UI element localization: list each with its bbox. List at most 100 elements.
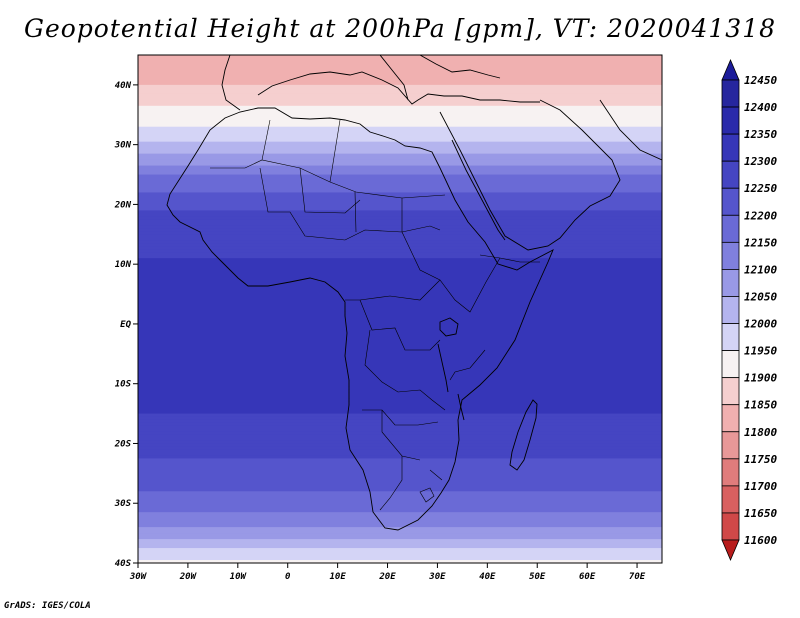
height-band xyxy=(138,264,662,268)
lesotho xyxy=(419,487,435,503)
height-band xyxy=(138,416,662,421)
height-band xyxy=(138,449,662,454)
height-band xyxy=(138,231,662,235)
height-band xyxy=(138,291,662,295)
height-band xyxy=(138,162,662,167)
height-band xyxy=(138,488,662,492)
colorbar-cap-top xyxy=(721,58,740,81)
height-band xyxy=(138,323,662,328)
height-band xyxy=(138,335,662,340)
x-axis: 30W 20W 10W 0 10E 20E 30E 40E 50E 60E 70E xyxy=(129,563,646,582)
colorbar-label: 12150 xyxy=(744,236,777,249)
height-band xyxy=(138,410,662,415)
height-band xyxy=(138,72,662,77)
height-band xyxy=(138,55,662,59)
colorbar-box xyxy=(721,377,740,406)
height-band xyxy=(138,371,662,376)
height-band xyxy=(138,362,662,367)
height-band xyxy=(138,458,662,462)
height-band xyxy=(138,500,662,504)
height-band xyxy=(138,470,662,474)
height-band xyxy=(138,326,662,331)
colorbar-label: 12300 xyxy=(744,155,777,168)
height-band xyxy=(138,279,662,283)
height-band xyxy=(138,497,662,501)
height-band xyxy=(138,111,662,116)
x-tick-label: 10W xyxy=(230,572,248,582)
colorbar-label: 12250 xyxy=(744,182,777,195)
colorbar-box xyxy=(721,106,740,135)
height-band xyxy=(138,344,662,349)
height-band xyxy=(138,452,662,457)
height-band xyxy=(138,554,662,558)
lake-malawi xyxy=(457,393,465,421)
height-band xyxy=(138,311,662,316)
colorbar-label: 11600 xyxy=(744,534,777,547)
madagascar-coastline xyxy=(509,399,538,471)
height-band xyxy=(138,536,662,540)
height-band xyxy=(138,377,662,382)
height-band xyxy=(138,75,662,80)
height-band xyxy=(138,467,662,471)
map-title: Geopotential Height at 200hPa [gpm], VT:… xyxy=(23,14,777,43)
height-band xyxy=(138,285,662,289)
height-band xyxy=(138,539,662,543)
height-band xyxy=(138,395,662,400)
colorbar-box xyxy=(721,485,740,514)
height-band xyxy=(138,479,662,483)
colorbar-label: 11900 xyxy=(744,372,777,385)
height-band xyxy=(138,84,662,89)
height-band xyxy=(138,461,662,465)
height-band xyxy=(138,353,662,358)
height-band xyxy=(138,518,662,522)
colorbar-box xyxy=(721,512,740,541)
red-sea-coastline xyxy=(451,139,506,241)
height-band xyxy=(138,557,662,561)
colorbar-label: 12350 xyxy=(744,128,777,141)
height-band xyxy=(138,431,662,436)
height-band xyxy=(138,485,662,489)
height-band xyxy=(138,443,662,448)
colorbar-label: 12400 xyxy=(744,101,777,114)
height-band xyxy=(138,350,662,355)
height-band xyxy=(138,204,662,208)
colorbar-label: 12200 xyxy=(744,209,777,222)
x-tick-label: 30E xyxy=(428,572,446,582)
colorbar-box xyxy=(721,404,740,433)
height-band xyxy=(138,464,662,468)
y-tick-label: 40N xyxy=(115,81,132,91)
height-band xyxy=(138,422,662,427)
height-band xyxy=(138,159,662,164)
height-band xyxy=(138,237,662,241)
height-band xyxy=(138,332,662,337)
height-band xyxy=(138,288,662,292)
height-band xyxy=(138,63,662,68)
height-band xyxy=(138,90,662,95)
height-band xyxy=(138,392,662,397)
height-band xyxy=(138,551,662,555)
height-band xyxy=(138,368,662,373)
height-band xyxy=(138,228,662,232)
height-band xyxy=(138,282,662,286)
height-band xyxy=(138,509,662,513)
height-band xyxy=(138,207,662,211)
height-band xyxy=(138,225,662,229)
height-band xyxy=(138,437,662,442)
height-band xyxy=(138,341,662,346)
height-band xyxy=(138,213,662,217)
height-band xyxy=(138,434,662,439)
height-band xyxy=(138,560,662,563)
height-band xyxy=(138,515,662,519)
height-band xyxy=(138,114,662,119)
height-band xyxy=(138,446,662,451)
height-band xyxy=(138,300,662,304)
height-band xyxy=(138,60,662,65)
europe-coastline xyxy=(221,55,540,111)
height-band xyxy=(138,401,662,406)
height-band xyxy=(138,186,662,191)
height-band xyxy=(138,165,662,170)
height-field xyxy=(138,55,662,563)
height-band xyxy=(138,261,662,265)
height-band xyxy=(138,533,662,537)
border-lines xyxy=(210,119,540,511)
